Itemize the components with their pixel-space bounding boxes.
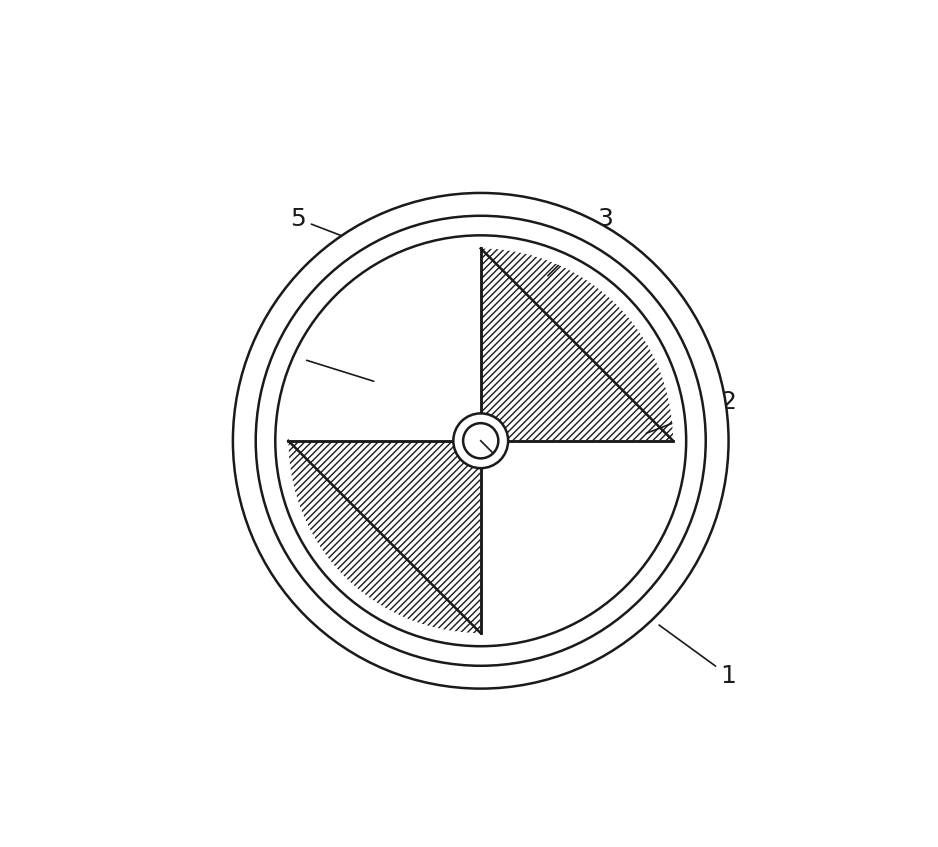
Text: 5: 5 — [290, 207, 380, 251]
Circle shape — [233, 193, 729, 689]
Polygon shape — [480, 440, 673, 634]
Circle shape — [453, 413, 508, 468]
Polygon shape — [480, 248, 673, 440]
Polygon shape — [288, 440, 480, 634]
Circle shape — [463, 424, 498, 458]
Text: 3: 3 — [548, 207, 613, 276]
Polygon shape — [233, 193, 729, 689]
Text: 2: 2 — [646, 390, 736, 434]
Polygon shape — [288, 248, 480, 440]
Text: 4: 4 — [264, 337, 373, 381]
Text: 1: 1 — [659, 625, 736, 688]
